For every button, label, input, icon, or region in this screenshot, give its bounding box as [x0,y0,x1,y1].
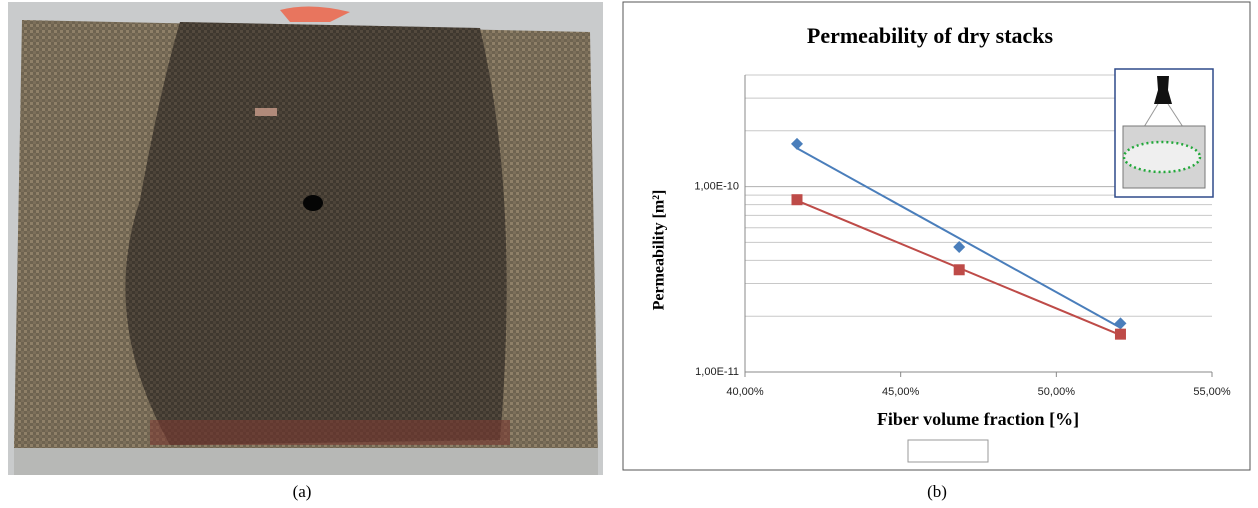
x-tick-label: 50,00% [1038,386,1076,398]
caption: (b) [927,482,947,501]
x-tick-label: 40,00% [726,386,764,398]
point [791,194,802,205]
figure: Permeability of dry stacks Permeability … [0,0,1258,508]
x-axis-label: Fiber volume fraction [%] [877,409,1079,429]
point [954,264,965,275]
chart-title: Permeability of dry stacks [807,23,1054,48]
inset-icon [1115,69,1213,197]
point [1115,329,1126,340]
caption: (a) [293,482,312,501]
y-tick-label: 1,00E-10 [694,181,739,193]
y-tick-label: 1,00E-11 [695,366,739,378]
photo [8,2,603,475]
x-tick-label: 45,00% [882,386,920,398]
y-axis-label: Permeability [m²] [651,190,668,311]
x-tick-label: 55,00% [1193,386,1231,398]
legend [908,440,988,462]
